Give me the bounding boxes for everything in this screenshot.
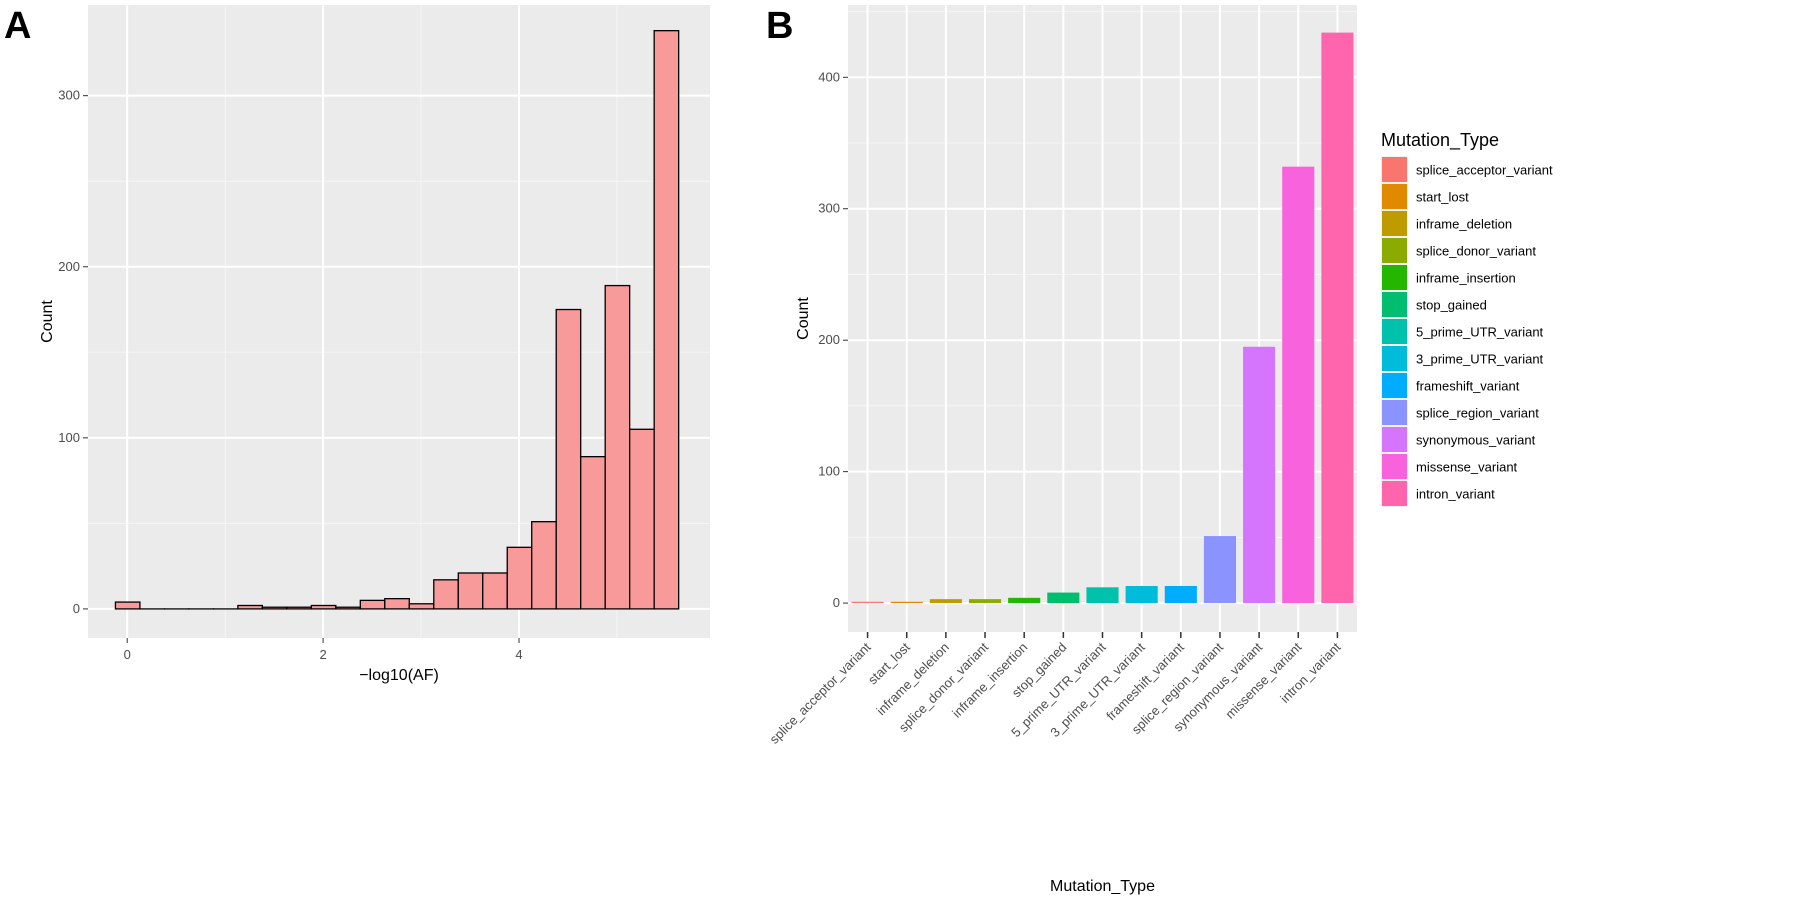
y-tick-label: 400 — [818, 69, 840, 84]
legend-label: splice_acceptor_variant — [1416, 163, 1553, 178]
histogram-bar — [115, 602, 139, 609]
histogram-bar — [311, 605, 335, 608]
legend-label: splice_donor_variant — [1416, 244, 1536, 259]
legend-swatch — [1382, 373, 1407, 398]
legend-label: splice_region_variant — [1416, 406, 1539, 421]
legend-swatch — [1382, 265, 1407, 290]
histogram-bar — [483, 573, 507, 609]
legend-label: 3_prime_UTR_variant — [1416, 352, 1544, 367]
y-tick-label: 0 — [833, 595, 840, 610]
y-tick-label: 100 — [818, 464, 840, 479]
histogram-bar — [409, 604, 433, 609]
histogram-bar — [630, 429, 654, 609]
bar — [1126, 586, 1158, 603]
bar — [1321, 33, 1353, 603]
bar — [891, 602, 923, 603]
bar — [1047, 593, 1079, 604]
histogram-bar — [556, 310, 580, 609]
histogram-bar — [336, 607, 360, 609]
legend-label: stop_gained — [1416, 298, 1487, 313]
bar — [969, 599, 1001, 603]
mutation-type-bar-chart: 0100200300400splice_acceptor_variantstar… — [767, 5, 1357, 895]
legend-label: synonymous_variant — [1416, 433, 1536, 448]
legend-swatch — [1382, 211, 1407, 236]
legend-label: 5_prime_UTR_variant — [1416, 325, 1544, 340]
x-tick-label: splice_acceptor_variant — [767, 639, 874, 746]
legend-swatch — [1382, 184, 1407, 209]
x-tick-label: 0 — [124, 647, 131, 662]
legend-title: Mutation_Type — [1381, 130, 1499, 151]
bar — [1086, 587, 1118, 603]
histogram-bar — [238, 605, 262, 608]
histogram-bar — [581, 457, 605, 609]
y-tick-label: 0 — [73, 601, 80, 616]
legend-swatch — [1382, 346, 1407, 371]
histogram-bar — [262, 607, 286, 609]
panel-b-label: B — [766, 5, 793, 47]
legend-swatch — [1382, 454, 1407, 479]
x-tick-label: 2 — [319, 647, 326, 662]
x-axis-title: Mutation_Type — [1050, 878, 1155, 895]
legend-swatch — [1382, 157, 1407, 182]
x-tick-label: 4 — [515, 647, 522, 662]
histogram-bar — [287, 607, 311, 609]
panel-a-label: A — [4, 5, 31, 47]
legend-swatch — [1382, 238, 1407, 263]
legend-label: inframe_insertion — [1416, 271, 1516, 286]
legend-label: inframe_deletion — [1416, 217, 1512, 232]
bar — [930, 599, 962, 603]
legend-label: intron_variant — [1416, 487, 1495, 502]
histogram-bar — [434, 580, 458, 609]
y-tick-label: 300 — [818, 201, 840, 216]
histogram-bar — [385, 599, 409, 609]
x-axis-title: −log10(AF) — [359, 667, 439, 684]
histogram-chart: 0 100 200 300 0 2 4 −log10(AF) Count — [39, 5, 710, 684]
histogram-bar — [532, 522, 556, 609]
bar — [852, 602, 884, 603]
y-tick-label: 100 — [58, 430, 80, 445]
legend-swatch — [1382, 292, 1407, 317]
bar — [1243, 347, 1275, 603]
legend-swatch — [1382, 427, 1407, 452]
bar — [1165, 586, 1197, 603]
y-tick-label: 200 — [58, 259, 80, 274]
legend-swatch — [1382, 481, 1407, 506]
histogram-bar — [360, 600, 384, 609]
legend-label: start_lost — [1416, 190, 1469, 205]
bar — [1282, 167, 1314, 603]
legend-swatch — [1382, 319, 1407, 344]
legend-label: frameshift_variant — [1416, 379, 1520, 394]
bar — [1008, 598, 1040, 603]
histogram-bar — [654, 31, 678, 609]
mutation-type-legend: Mutation_Type splice_acceptor_variantstar… — [1381, 130, 1553, 507]
bar — [1204, 536, 1236, 603]
legend-swatch — [1382, 400, 1407, 425]
y-axis-title: Count — [39, 300, 56, 343]
y-tick-label: 200 — [818, 332, 840, 347]
y-axis-title: Count — [795, 297, 812, 340]
legend-label: missense_variant — [1416, 460, 1518, 475]
histogram-bar — [507, 547, 531, 609]
y-tick-label: 300 — [58, 88, 80, 103]
histogram-bar — [605, 286, 629, 609]
histogram-bar — [458, 573, 482, 609]
